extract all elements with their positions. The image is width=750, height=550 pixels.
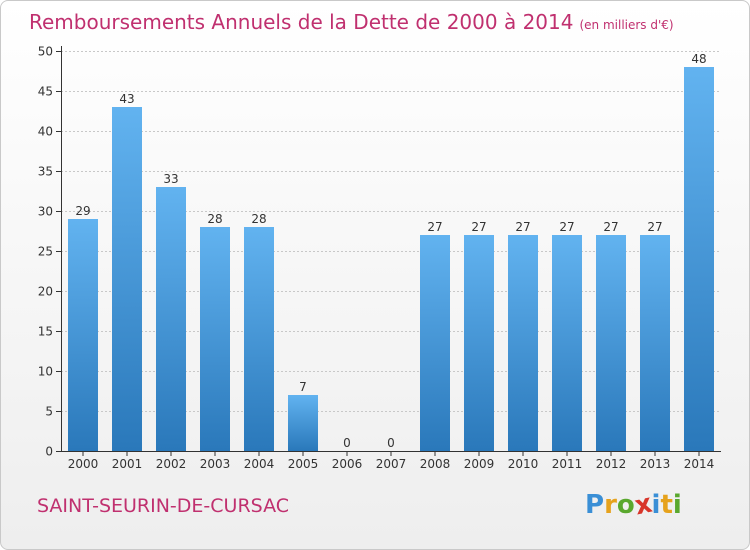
x-tick-label: 2006: [332, 457, 363, 471]
x-tick-label: 2007: [376, 457, 407, 471]
logo-letter: P: [585, 490, 605, 520]
y-tick-label: 0: [45, 445, 53, 459]
x-tick-label: 2005: [288, 457, 319, 471]
x-tick-label: 2011: [552, 457, 583, 471]
x-tick-label: 2004: [244, 457, 275, 471]
bar-value-label: 28: [251, 212, 266, 226]
logo-letter: i: [672, 490, 682, 520]
x-tick-label: 2009: [464, 457, 495, 471]
y-tick-label: 35: [38, 165, 53, 179]
bar-value-label: 48: [691, 52, 706, 66]
bar: [508, 235, 538, 451]
bar: [68, 219, 98, 451]
logo-letter: i: [651, 490, 661, 520]
bar-value-label: 7: [299, 380, 307, 394]
chart-title: Remboursements Annuels de la Dette de 20…: [29, 10, 674, 34]
axes: [56, 46, 721, 456]
bar-value-label: 28: [207, 212, 222, 226]
y-tick-label: 10: [38, 365, 53, 379]
bar: [288, 395, 318, 451]
bar: [244, 227, 274, 451]
bar: [156, 187, 186, 451]
bar-value-label: 27: [515, 220, 530, 234]
y-tick-label: 15: [38, 325, 53, 339]
x-tick-label: 2008: [420, 457, 451, 471]
x-tick-label: 2000: [68, 457, 99, 471]
bar-value-label: 43: [119, 92, 134, 106]
bar: [420, 235, 450, 451]
bar-value-label: 33: [163, 172, 178, 186]
chart-title-text: Remboursements Annuels de la Dette de 20…: [29, 10, 574, 34]
bar-value-label: 29: [75, 204, 90, 218]
y-tick-label: 25: [38, 245, 53, 259]
bar: [684, 67, 714, 451]
bar-value-label: 27: [471, 220, 486, 234]
y-tick-label: 40: [38, 125, 53, 139]
x-tick-label: 2010: [508, 457, 539, 471]
x-tick-label: 2012: [596, 457, 627, 471]
x-tick-label: 2001: [112, 457, 143, 471]
bars: [68, 67, 714, 451]
bar: [464, 235, 494, 451]
bar-value-label: 27: [427, 220, 442, 234]
x-tick-label: 2003: [200, 457, 231, 471]
x-tick-label: 2002: [156, 457, 187, 471]
bar: [200, 227, 230, 451]
x-tick-label: 2014: [684, 457, 715, 471]
logo-letter: t: [660, 490, 673, 520]
bar-value-label: 27: [559, 220, 574, 234]
y-tick-label: 50: [38, 45, 53, 59]
commune-name: SAINT-SEURIN-DE-CURSAC: [37, 495, 290, 517]
bar-value-label: 0: [343, 436, 351, 450]
proxiti-logo: Proxiti: [585, 489, 682, 522]
y-tick-label: 30: [38, 205, 53, 219]
bar: [552, 235, 582, 451]
bar: [640, 235, 670, 451]
y-tick-label: 5: [45, 405, 53, 419]
bar-value-label: 27: [603, 220, 618, 234]
y-tick-label: 20: [38, 285, 53, 299]
labels: 0 5 10 15 20 25 30 35 40 45 50 29 2000 43 2001 33 2002 28…: [38, 45, 715, 472]
bar: [112, 107, 142, 451]
logo-letter: o: [616, 490, 635, 520]
x-tick-label: 2013: [640, 457, 671, 471]
bar-value-label: 0: [387, 436, 395, 450]
bar: [596, 235, 626, 451]
logo-letter: r: [604, 490, 617, 520]
bar-value-label: 27: [647, 220, 662, 234]
chart-subtitle: (en milliers d'€): [579, 18, 674, 32]
y-tick-label: 45: [38, 85, 53, 99]
